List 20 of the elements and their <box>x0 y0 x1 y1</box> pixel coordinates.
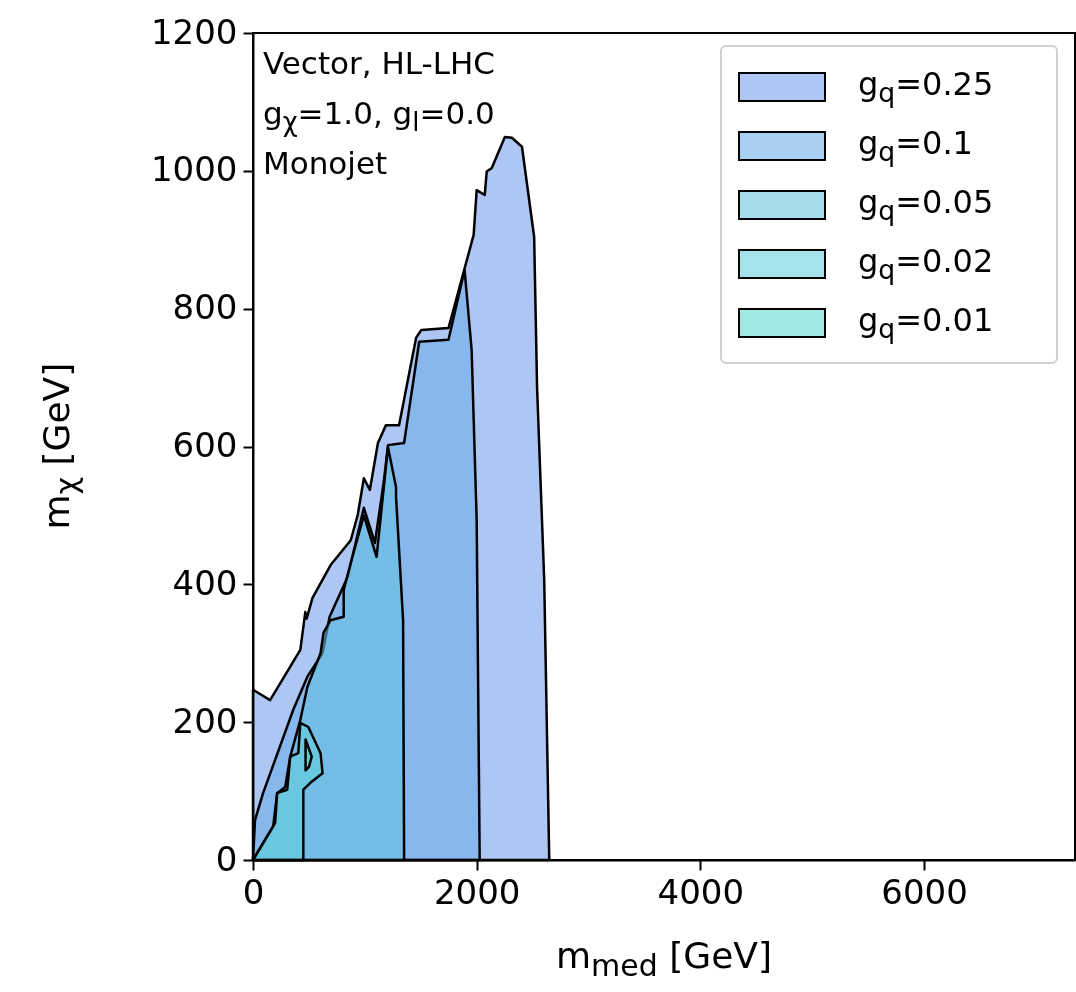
legend-label: g$_{q}$=0.05 <box>858 182 994 227</box>
x-tick-label: 2000 <box>433 871 521 912</box>
x-tick-label: 0 <box>242 871 265 912</box>
y-tick-label: 400 <box>172 562 238 603</box>
y-tick-label: 200 <box>172 700 238 741</box>
y-tick-label: 1000 <box>150 149 238 190</box>
legend-label: g$_{q}$=0.1 <box>858 123 973 168</box>
annotation: Vector, HL-LHC <box>263 44 495 83</box>
legend-label: g$_{q}$=0.02 <box>858 241 994 286</box>
y-tick-label: 0 <box>215 838 238 879</box>
y-tick-label: 600 <box>172 425 238 465</box>
legend-label: g$_{q}$=0.25 <box>858 64 994 109</box>
y-tick-label: 1200 <box>150 11 238 52</box>
x-axis-title: m$_{med}$ [GeV] <box>555 935 773 984</box>
y-tick-label: 800 <box>172 287 238 328</box>
legend-label: g$_{q}$=0.01 <box>858 300 994 345</box>
annotation: g$_{χ}$=1.0, g$_{l}$=0.0 <box>263 94 495 140</box>
x-tick-label: 4000 <box>657 871 745 912</box>
x-tick-label: 6000 <box>881 871 968 912</box>
annotation: Monojet <box>263 144 388 183</box>
